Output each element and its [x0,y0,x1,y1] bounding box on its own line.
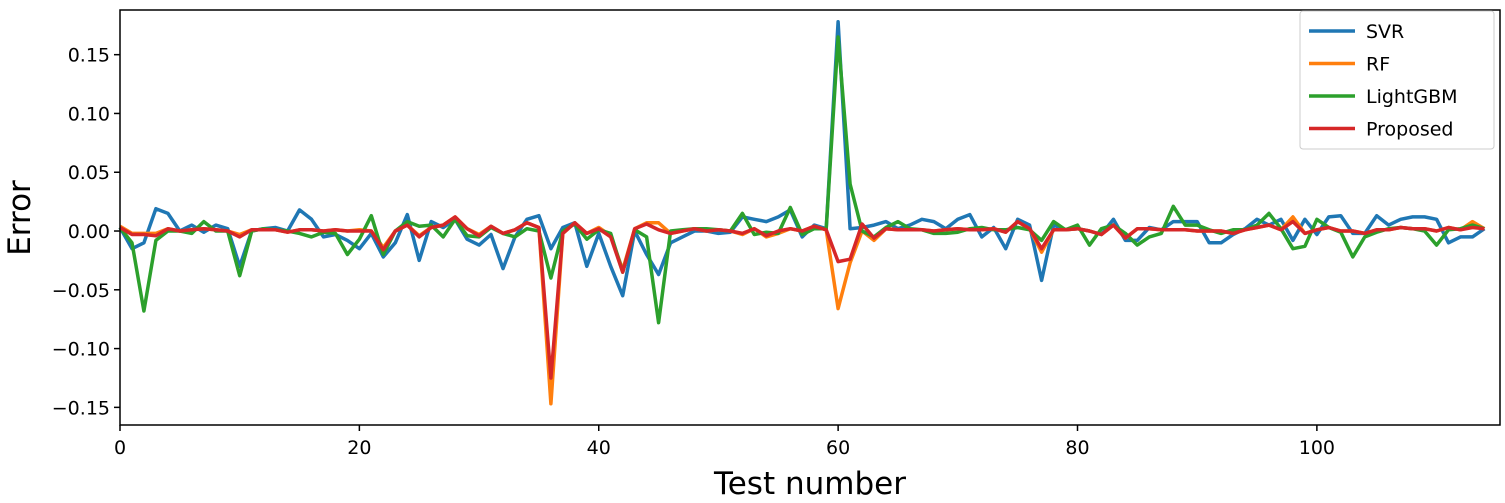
x-tick-label: 100 [1299,437,1335,459]
legend-label-svr: SVR [1366,21,1404,43]
series-line-proposed [119,215,1485,380]
legend-label-lightgbm: LightGBM [1366,86,1458,108]
series-line-rf [119,215,1486,406]
y-tick-label: 0.00 [68,221,110,243]
y-axis-label: Error [2,180,38,256]
legend-label-proposed: Proposed [1366,119,1453,141]
plot-frame [119,9,1501,426]
legend: SVR RF LightGBM Proposed [1299,10,1495,150]
y-tick-label: −0.10 [52,339,110,361]
x-axis-label: Test number [713,466,906,502]
y-axis-ticks: −0.15 −0.10 −0.05 0.00 0.05 0.10 0.15 [52,45,120,419]
series-lines [118,20,1486,406]
x-tick-label: 20 [347,437,371,459]
series-line-lightgbm [118,35,1485,325]
y-tick-label: −0.15 [52,397,110,419]
x-tick-label: 80 [1065,437,1089,459]
legend-box [1299,10,1495,150]
legend-label-rf: RF [1366,54,1390,76]
x-tick-label: 0 [114,437,126,459]
x-axis-ticks: 0 20 40 60 80 100 [114,425,1335,459]
x-tick-label: 40 [587,437,611,459]
y-tick-label: 0.15 [68,45,110,67]
x-tick-label: 60 [826,437,850,459]
y-tick-label: 0.10 [68,103,110,125]
y-tick-label: −0.05 [52,280,110,302]
y-tick-label: 0.05 [68,162,110,184]
series-line-svr [118,20,1486,298]
